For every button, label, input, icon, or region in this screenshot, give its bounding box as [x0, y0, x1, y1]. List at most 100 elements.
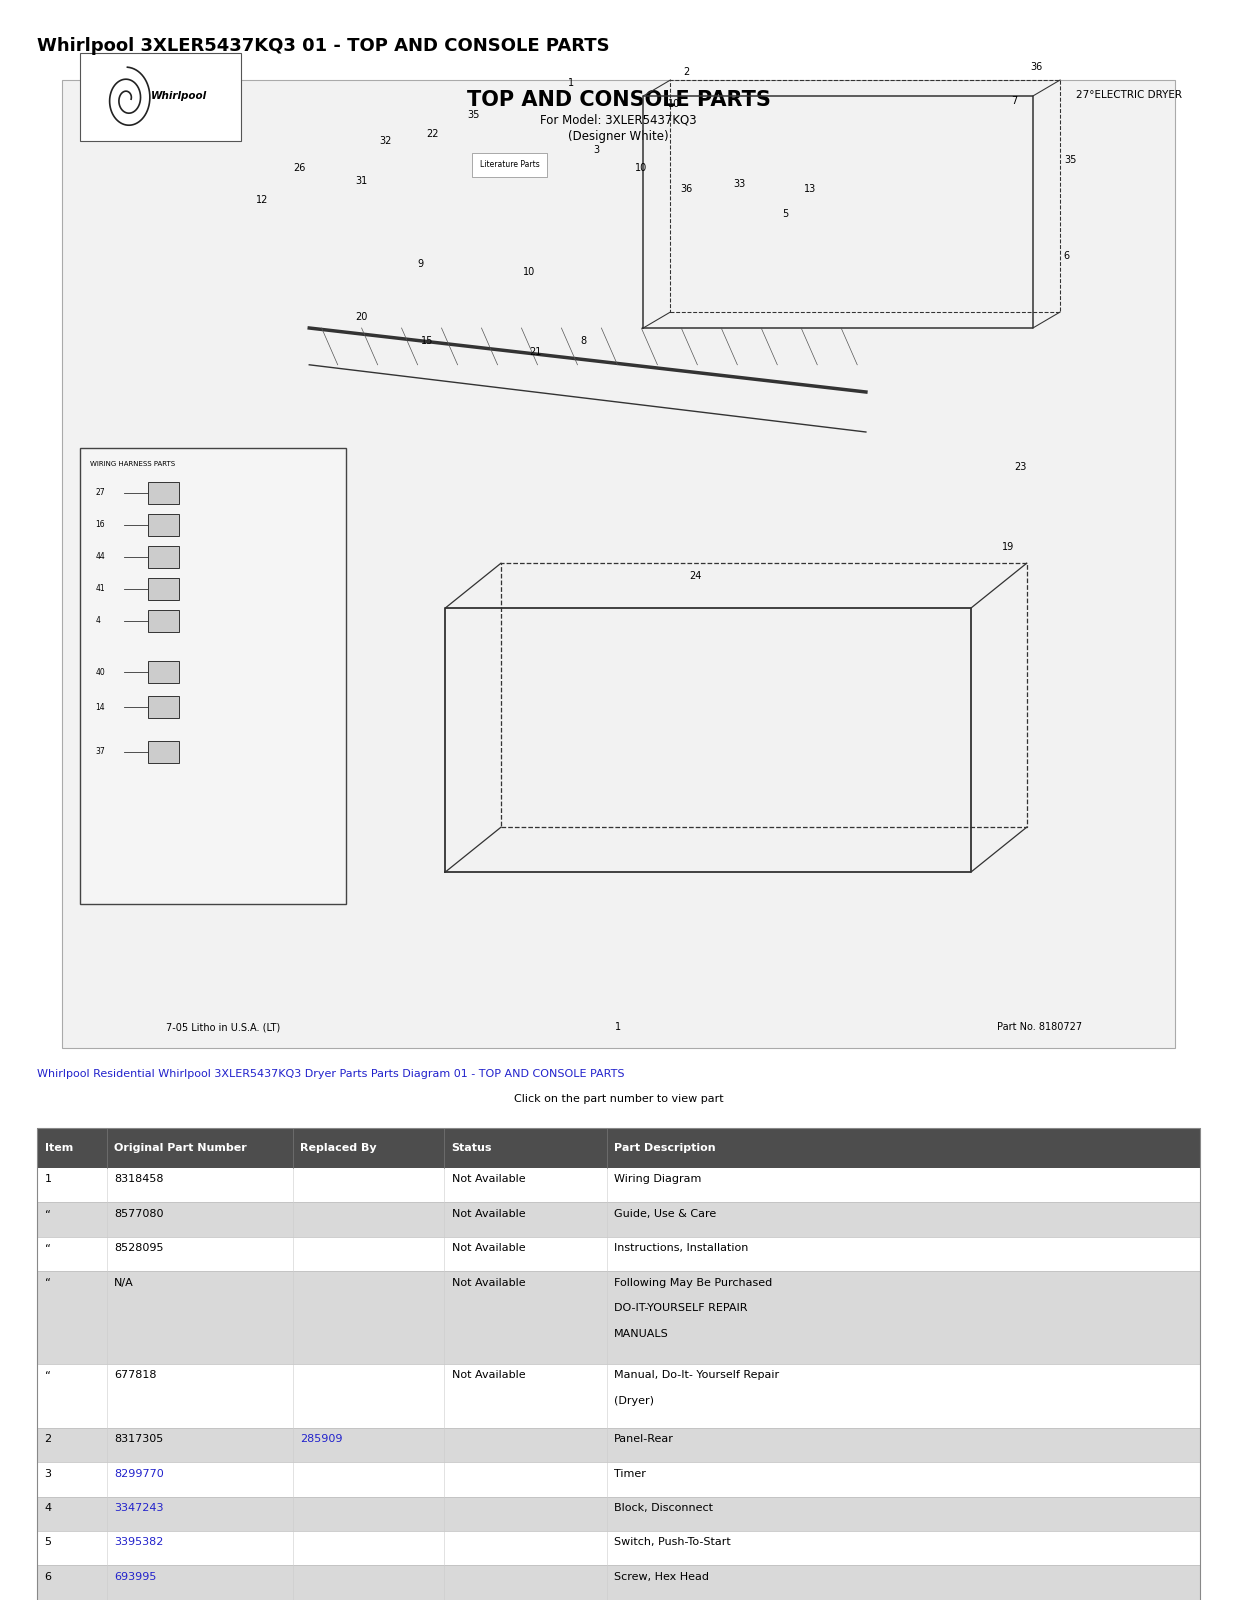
Text: 1: 1 — [45, 1174, 52, 1184]
Text: 3: 3 — [45, 1469, 52, 1478]
Text: 3: 3 — [594, 146, 599, 155]
Text: 21: 21 — [529, 347, 542, 357]
FancyBboxPatch shape — [80, 53, 241, 141]
Text: 16: 16 — [95, 520, 105, 530]
Text: Not Available: Not Available — [452, 1371, 526, 1381]
Text: 19: 19 — [1002, 542, 1014, 552]
Text: Not Available: Not Available — [452, 1174, 526, 1184]
Text: 8577080: 8577080 — [114, 1210, 163, 1219]
Text: 693995: 693995 — [114, 1571, 157, 1582]
FancyBboxPatch shape — [148, 482, 179, 504]
Text: Literature Parts: Literature Parts — [480, 160, 539, 170]
Text: 24: 24 — [689, 571, 701, 581]
Text: 7: 7 — [1011, 96, 1018, 106]
Text: Switch, Push-To-Start: Switch, Push-To-Start — [615, 1538, 731, 1547]
FancyBboxPatch shape — [148, 514, 179, 536]
Text: 1: 1 — [569, 78, 574, 88]
Text: 35: 35 — [1064, 155, 1076, 165]
Text: 33: 33 — [734, 179, 746, 189]
Text: (Dryer): (Dryer) — [615, 1397, 654, 1406]
Text: 3395382: 3395382 — [114, 1538, 163, 1547]
Text: Screw, Hex Head: Screw, Hex Head — [615, 1571, 709, 1582]
FancyBboxPatch shape — [37, 1168, 1200, 1203]
Text: Part Description: Part Description — [615, 1142, 716, 1154]
Text: “: “ — [45, 1371, 51, 1381]
FancyBboxPatch shape — [37, 1128, 1200, 1168]
Text: 7-05 Litho in U.S.A. (LT): 7-05 Litho in U.S.A. (LT) — [166, 1022, 280, 1032]
Text: 285909: 285909 — [301, 1434, 343, 1445]
Text: Item: Item — [45, 1142, 73, 1154]
FancyBboxPatch shape — [37, 1237, 1200, 1270]
Text: 10: 10 — [523, 267, 536, 277]
Text: 23: 23 — [1014, 462, 1027, 472]
Text: Replaced By: Replaced By — [301, 1142, 377, 1154]
Text: “: “ — [45, 1243, 51, 1253]
Text: 9: 9 — [418, 259, 423, 269]
Text: 4: 4 — [45, 1502, 52, 1514]
Text: 1: 1 — [616, 1022, 621, 1032]
Text: DO-IT-YOURSELF REPAIR: DO-IT-YOURSELF REPAIR — [615, 1302, 748, 1314]
Text: 10: 10 — [635, 163, 647, 173]
Text: 677818: 677818 — [114, 1371, 157, 1381]
Text: 6: 6 — [1064, 251, 1069, 261]
Text: Instructions, Installation: Instructions, Installation — [615, 1243, 748, 1253]
FancyBboxPatch shape — [37, 1365, 1200, 1427]
Text: N/A: N/A — [114, 1277, 134, 1288]
Text: 8: 8 — [581, 336, 586, 346]
Text: For Model: 3XLER5437KQ3: For Model: 3XLER5437KQ3 — [541, 114, 696, 126]
Text: 5: 5 — [45, 1538, 52, 1547]
Text: MANUALS: MANUALS — [615, 1328, 669, 1339]
FancyBboxPatch shape — [148, 741, 179, 763]
FancyBboxPatch shape — [62, 80, 1175, 1048]
Text: 14: 14 — [95, 702, 105, 712]
Text: 27: 27 — [95, 488, 105, 498]
Text: Whirlpool: Whirlpool — [151, 91, 207, 101]
Text: 26: 26 — [293, 163, 306, 173]
FancyBboxPatch shape — [37, 1270, 1200, 1365]
Text: TOP AND CONSOLE PARTS: TOP AND CONSOLE PARTS — [466, 90, 771, 110]
FancyBboxPatch shape — [37, 1496, 1200, 1531]
FancyBboxPatch shape — [148, 610, 179, 632]
Text: 4: 4 — [95, 616, 100, 626]
Text: 5: 5 — [782, 210, 789, 219]
Text: “: “ — [45, 1210, 51, 1219]
FancyBboxPatch shape — [148, 661, 179, 683]
Text: 8318458: 8318458 — [114, 1174, 163, 1184]
FancyBboxPatch shape — [148, 578, 179, 600]
Text: 35: 35 — [468, 110, 480, 120]
Text: Following May Be Purchased: Following May Be Purchased — [615, 1277, 773, 1288]
FancyBboxPatch shape — [80, 448, 346, 904]
Text: Status: Status — [452, 1142, 492, 1154]
Text: WIRING HARNESS PARTS: WIRING HARNESS PARTS — [90, 461, 176, 467]
Text: 36: 36 — [1030, 62, 1043, 72]
FancyBboxPatch shape — [148, 546, 179, 568]
Text: 22: 22 — [427, 130, 439, 139]
Text: 15: 15 — [421, 336, 433, 346]
FancyBboxPatch shape — [37, 1531, 1200, 1565]
Text: “: “ — [45, 1277, 51, 1288]
Text: Block, Disconnect: Block, Disconnect — [615, 1502, 714, 1514]
Text: 27°ELECTRIC DRYER: 27°ELECTRIC DRYER — [1076, 90, 1183, 99]
Text: 2: 2 — [683, 67, 690, 77]
FancyBboxPatch shape — [37, 1427, 1200, 1462]
Text: Whirlpool Residential Whirlpool 3XLER5437KQ3 Dryer Parts Parts Diagram 01 - TOP : Whirlpool Residential Whirlpool 3XLER543… — [37, 1069, 625, 1078]
Text: Wiring Diagram: Wiring Diagram — [615, 1174, 701, 1184]
Text: 8317305: 8317305 — [114, 1434, 163, 1445]
Text: 20: 20 — [355, 312, 367, 322]
FancyBboxPatch shape — [37, 1565, 1200, 1600]
FancyBboxPatch shape — [37, 1462, 1200, 1496]
Text: Timer: Timer — [615, 1469, 646, 1478]
Text: Panel-Rear: Panel-Rear — [615, 1434, 674, 1445]
Text: 8528095: 8528095 — [114, 1243, 163, 1253]
Text: Not Available: Not Available — [452, 1277, 526, 1288]
Text: Not Available: Not Available — [452, 1210, 526, 1219]
Text: 44: 44 — [95, 552, 105, 562]
Text: Part No. 8180727: Part No. 8180727 — [997, 1022, 1082, 1032]
Text: 3347243: 3347243 — [114, 1502, 163, 1514]
Text: Guide, Use & Care: Guide, Use & Care — [615, 1210, 716, 1219]
Text: Manual, Do-It- Yourself Repair: Manual, Do-It- Yourself Repair — [615, 1371, 779, 1381]
Text: 8299770: 8299770 — [114, 1469, 165, 1478]
Text: 41: 41 — [95, 584, 105, 594]
Text: 40: 40 — [95, 667, 105, 677]
Text: 37: 37 — [95, 747, 105, 757]
